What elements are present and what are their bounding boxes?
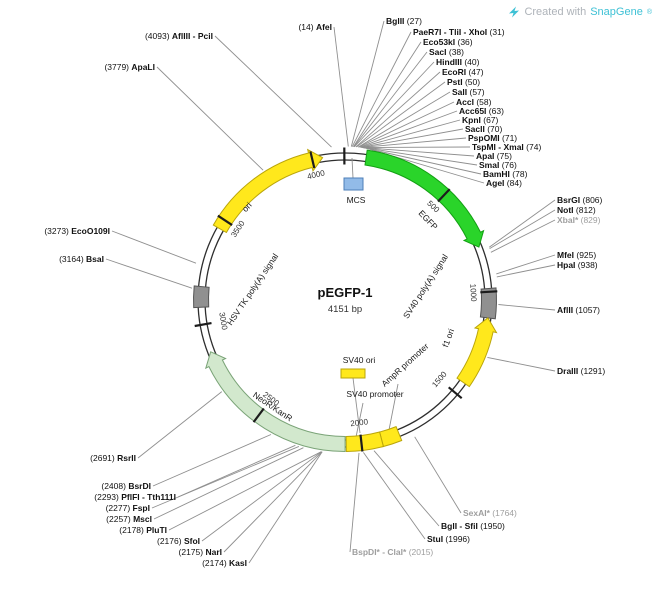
snapgene-icon: [508, 6, 520, 18]
leader-line-Acc65I: [360, 111, 457, 147]
leader-line-SacI: [354, 52, 427, 147]
leader-line-NarI: [224, 452, 322, 552]
feature-sv40-promoter: [346, 432, 383, 452]
site-label-MfeI: MfeI (925): [557, 250, 596, 260]
leader-line-AfeI: [334, 27, 348, 147]
site-label-AflII: AflII (1057): [557, 305, 600, 315]
leader-line-XbaI-: [491, 220, 555, 252]
leader-line-AflIII-PciI: [215, 36, 332, 147]
feature-label-f1-ori: f1 ori: [440, 327, 456, 348]
site-label-SexAI-: SexAI* (1764): [463, 508, 517, 518]
site-label-SalI: SalI (57): [452, 87, 485, 97]
leader-line-BglII: [351, 21, 384, 147]
leader-line-SexAI-: [415, 437, 461, 513]
leader-line-RsrII: [138, 392, 222, 458]
leader-line-BsrGI: [489, 200, 555, 247]
site-label-SacI: SacI (38): [429, 47, 464, 57]
leader-line-BspDI-ClaI-: [350, 453, 359, 552]
tick-label-4000: 4000: [306, 168, 326, 181]
leader-line-MscI: [154, 448, 303, 519]
feature-hsv-tk-polya: [194, 286, 210, 308]
site-label-SfoI: (2176) SfoI: [157, 536, 200, 546]
leader-line-StuI: [363, 452, 425, 539]
site-label-PflFI-Tth111I: (2293) PflFI - Tth111I: [94, 492, 176, 502]
site-label-BglII: BglII (27): [386, 16, 422, 26]
snapgene-credit[interactable]: Created with SnapGene ®: [508, 6, 652, 18]
tick-1000: [480, 291, 497, 292]
leader-line-SalI: [358, 92, 450, 147]
site-label-Eco53kI: Eco53kI (36): [423, 37, 473, 47]
feature-mcs: [344, 178, 363, 190]
leader-line-BsaI: [106, 259, 192, 288]
site-label-NarI: (2175) NarI: [179, 547, 222, 557]
site-label-NotI: NotI (812): [557, 205, 596, 215]
site-label-StuI: StuI (1996): [427, 534, 470, 544]
site-label-FspI: (2277) FspI: [106, 503, 150, 513]
leader-line-AflII: [498, 305, 555, 311]
credit-mark: ®: [647, 9, 652, 16]
leader-line-SfoI: [202, 452, 322, 541]
feature-sv40-ori: [341, 369, 365, 378]
feature-label-hsv-tk-polya: HSV TK poly(A) signal: [225, 251, 281, 327]
leader-line-ApaLI: [157, 67, 263, 170]
feature-ori: [213, 150, 322, 233]
feature-label-mcs: MCS: [347, 195, 366, 205]
site-label-BsrDI: (2408) BsrDI: [101, 481, 151, 491]
leader-line-NotI: [490, 210, 555, 249]
site-label-AfeI: (14) AfeI: [298, 22, 332, 32]
tick-label-1000: 1000: [468, 284, 478, 303]
site-label-PaeR7I-TliI-XhoI: PaeR7I - TliI - XhoI (31): [413, 27, 505, 37]
site-label-DraIII: DraIII (1291): [557, 366, 605, 376]
credit-brand: SnapGene: [590, 6, 643, 18]
site-label-AflIII-PciI: (4093) AflIII - PciI: [145, 31, 213, 41]
feature-label-ampr-promoter: AmpR promoter: [379, 341, 430, 389]
site-label-BsaI: (3164) BsaI: [59, 254, 104, 264]
feature-leader-mcs: [352, 158, 353, 178]
feature-f1-ori: [457, 318, 497, 387]
site-label-EcoO109I: (3273) EcoO109I: [44, 226, 110, 236]
site-label-BspDI-ClaI-: BspDI* - ClaI* (2015): [352, 547, 433, 557]
site-label-BglI-SfiI: BglI - SfiI (1950): [441, 521, 505, 531]
credit-prefix: Created with: [524, 6, 586, 18]
feature-label-sv40-promoter: SV40 promoter: [346, 389, 403, 399]
leader-line-TspMI-XmaI: [362, 147, 470, 148]
site-label-KasI: (2174) KasI: [202, 558, 247, 568]
leader-line-Eco53kI: [353, 42, 421, 147]
feature-egfp: [365, 150, 484, 247]
site-label-ApaLI: (3779) ApaLI: [104, 62, 155, 72]
site-label-EcoRI: EcoRI (47): [442, 67, 484, 77]
site-label-HpaI: HpaI (938): [557, 260, 598, 270]
plasmid-size: 4151 bp: [328, 304, 362, 315]
site-label-HindIII: HindIII (40): [436, 57, 480, 67]
site-label-MscI: (2257) MscI: [106, 514, 152, 524]
tick-label-1500: 1500: [430, 369, 449, 389]
leader-line-EcoO109I: [112, 231, 196, 263]
leader-line-PaeR7I-TliI-XhoI: [352, 32, 411, 147]
site-label-AgeI: AgeI (84): [486, 178, 522, 188]
tick-label-2000: 2000: [350, 417, 369, 428]
leader-line-PstI: [357, 82, 445, 147]
leader-line-BglI-SfiI: [374, 451, 439, 526]
plasmid-name: pEGFP-1: [318, 285, 373, 300]
leader-line-DraIII: [487, 357, 555, 371]
site-label-PluTI: (2178) PluTI: [119, 525, 167, 535]
site-label-XbaI-: XbaI* (829): [557, 215, 601, 225]
feature-label-sv40-ori: SV40 ori: [343, 355, 376, 365]
tick-3000: [195, 323, 212, 326]
site-label-RsrII: (2691) RsrII: [90, 453, 136, 463]
feature-label-sv40-polya: SV40 poly(A) signal: [401, 252, 450, 320]
leader-line-PflFI-Tth111I: [178, 445, 295, 497]
leader-line-BsrDI: [153, 435, 271, 487]
site-label-PstI: PstI (50): [447, 77, 480, 87]
site-label-BsrGI: BsrGI (806): [557, 195, 603, 205]
